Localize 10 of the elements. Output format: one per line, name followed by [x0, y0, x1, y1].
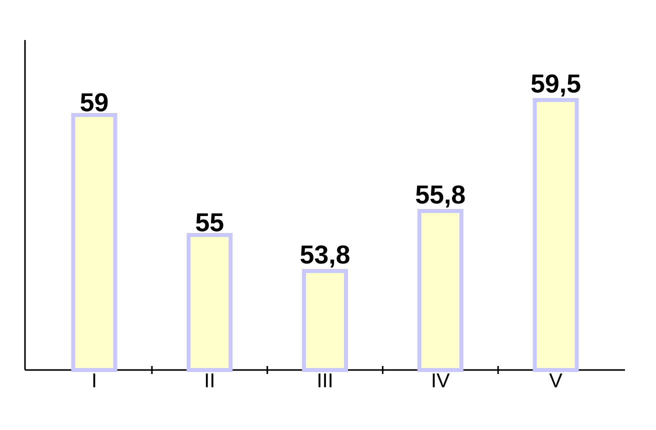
data-label: 59,5	[531, 74, 580, 96]
x-tick-label: III	[318, 374, 332, 388]
data-label: 59	[80, 93, 108, 112]
data-label: 53,8	[300, 245, 350, 268]
data-label: 55	[196, 213, 224, 232]
data-label: 55,8	[416, 185, 465, 208]
x-tick-label: IV	[432, 374, 450, 388]
x-tick-label: V	[549, 374, 562, 388]
x-tick-label: II	[206, 374, 214, 388]
x-tick-label: I	[93, 374, 96, 388]
